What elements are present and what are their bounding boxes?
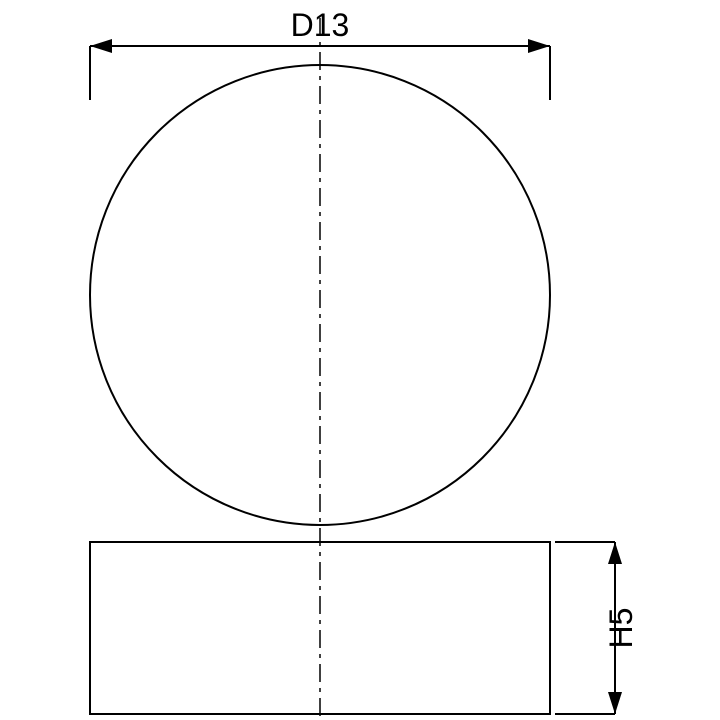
dim-h-label: H5 [603,608,639,649]
dim-d-label: D13 [291,7,350,43]
engineering-drawing: D13 H5 [0,0,720,720]
